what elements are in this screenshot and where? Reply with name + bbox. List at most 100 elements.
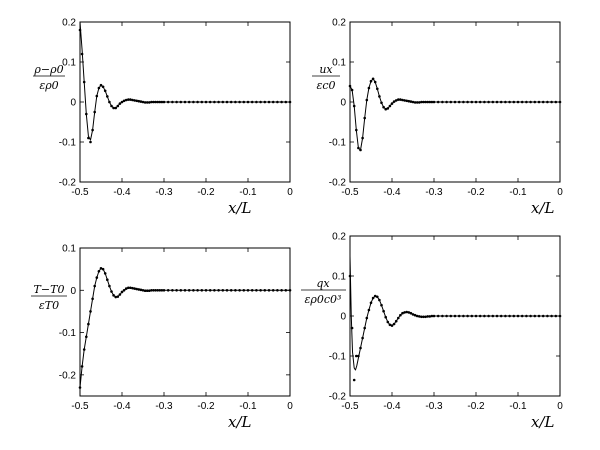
data-point <box>95 94 99 98</box>
data-point <box>537 100 541 104</box>
data-point <box>363 326 367 330</box>
data-point <box>386 107 390 110</box>
data-point <box>348 84 352 88</box>
data-point <box>87 322 90 326</box>
data-point <box>213 100 216 104</box>
data-point <box>376 295 379 299</box>
data-point <box>114 295 117 299</box>
data-point <box>380 303 383 307</box>
data-point <box>225 100 229 104</box>
data-point <box>82 348 86 351</box>
data-point <box>453 314 457 318</box>
data-point <box>478 100 482 104</box>
y-tick-label: -0.1 <box>59 328 77 339</box>
data-point <box>474 100 478 104</box>
data-point <box>213 288 216 292</box>
data-point <box>229 100 233 104</box>
data-point <box>196 288 199 292</box>
x-tick-label: -0.4 <box>113 401 131 412</box>
data-point <box>401 98 404 102</box>
data-point <box>116 104 120 108</box>
data-point <box>407 99 411 103</box>
data-point <box>369 301 373 305</box>
x-tick-label: -0.2 <box>197 187 215 198</box>
data-point <box>424 315 427 319</box>
data-point <box>499 314 503 318</box>
data-point <box>271 100 275 104</box>
series-group <box>348 77 562 152</box>
data-point <box>363 116 367 120</box>
y-axis-label: T−T0 εT0 <box>31 283 67 312</box>
x-tick-label: -0.1 <box>509 187 527 198</box>
data-point <box>166 288 170 292</box>
y-tick-label: 0.1 <box>332 58 346 69</box>
data-point <box>91 128 94 132</box>
data-point <box>108 100 111 104</box>
tick-group: -0.5 -0.4 -0.3 -0.2 -0.1 0 -0.2 -0.1 0 0.1 0.2 <box>59 18 293 199</box>
x-tick-label: -0.2 <box>197 401 215 412</box>
data-point <box>361 136 364 140</box>
data-point <box>99 83 103 87</box>
data-point <box>508 100 511 104</box>
data-point <box>108 284 111 288</box>
data-point <box>135 287 138 291</box>
data-point <box>384 315 388 319</box>
data-point <box>525 314 528 318</box>
data-point <box>145 289 149 293</box>
data-point <box>401 311 404 315</box>
data-point <box>554 314 558 318</box>
data-point <box>382 309 385 313</box>
data-point <box>152 288 155 292</box>
data-point <box>365 316 369 320</box>
data-point <box>499 100 503 104</box>
data-point <box>550 314 553 318</box>
data-point <box>143 289 147 293</box>
data-point <box>259 288 262 292</box>
data-point <box>426 100 430 104</box>
tick-group: -0.5 -0.4 -0.3 -0.2 -0.1 0 -0.2 -0.1 0 0.1 0.2 <box>329 18 563 199</box>
data-point <box>359 148 362 152</box>
y-tick-label: -0.2 <box>329 178 347 189</box>
data-point <box>97 269 101 273</box>
data-point <box>558 314 562 318</box>
data-point <box>148 289 151 293</box>
data-point <box>491 100 495 104</box>
y-label-numerator: ρ−ρ0 <box>33 63 63 76</box>
data-point <box>200 288 204 292</box>
data-point <box>432 314 436 318</box>
data-point <box>478 314 482 318</box>
series-line <box>79 21 290 141</box>
data-point <box>139 288 143 292</box>
data-point <box>179 100 183 104</box>
data-point <box>156 288 159 292</box>
y-label-numerator: T−T0 <box>34 283 65 296</box>
data-point <box>394 319 398 323</box>
data-point <box>192 288 195 292</box>
data-point <box>466 314 469 318</box>
data-point <box>267 288 271 292</box>
data-point <box>267 100 271 104</box>
data-point <box>397 316 400 320</box>
data-point <box>221 100 225 104</box>
panel-density: -0.5 -0.4 -0.3 -0.2 -0.1 0 -0.2 -0.1 0 0.1 0.2 x/L… <box>33 18 293 217</box>
data-point <box>137 99 141 103</box>
data-point <box>365 98 369 102</box>
x-tick-label: -0.5 <box>341 401 359 412</box>
data-point <box>413 101 417 104</box>
data-point <box>483 100 486 104</box>
data-point <box>183 100 187 104</box>
data-point <box>183 288 187 292</box>
data-point <box>122 99 126 103</box>
data-point <box>392 100 396 103</box>
data-point <box>124 98 128 102</box>
data-point <box>426 315 430 318</box>
y-label-denominator: ερ0 <box>39 79 58 92</box>
x-tick-label: -0.5 <box>71 401 89 412</box>
data-point <box>525 100 528 104</box>
data-point <box>378 95 381 98</box>
y-tick-label: 0.2 <box>332 18 346 29</box>
data-point <box>200 100 204 104</box>
data-point <box>541 100 545 104</box>
x-tick-label: -0.4 <box>383 187 401 198</box>
series-group <box>78 21 292 144</box>
